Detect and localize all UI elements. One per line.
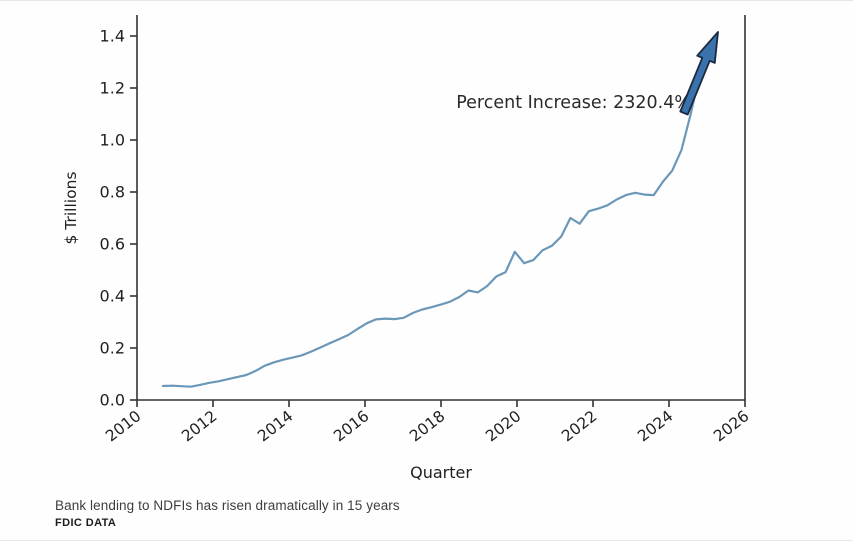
y-tick-label: 1.0 xyxy=(100,131,125,150)
x-axis-title: Quarter xyxy=(410,463,472,482)
x-tick-label: 2010 xyxy=(102,407,144,445)
ndfi-lending-line-chart: 0.0 0.2 0.4 0.6 0.8 1.0 1.2 1.4 2010 2012 2014 2016… xyxy=(62,15,752,482)
figure-caption: Bank lending to NDFIs has risen dramatic… xyxy=(55,497,400,529)
ndfi-lending-series-line xyxy=(161,71,702,388)
x-tick-label: 2014 xyxy=(254,407,296,445)
axes xyxy=(136,15,746,401)
y-tick-label: 0.2 xyxy=(100,339,125,358)
x-tick-label: 2018 xyxy=(406,407,448,445)
x-tick-label: 2016 xyxy=(330,407,372,445)
x-tick-label: 2012 xyxy=(178,407,220,445)
y-tick-label: 0.4 xyxy=(100,287,125,306)
x-tick-label: 2026 xyxy=(710,407,752,445)
x-axis: 2010 2012 2014 2016 2018 2020 2022 2024 2026 xyxy=(102,400,752,445)
y-tick-label: 0.8 xyxy=(100,183,125,202)
y-tick-label: 0.0 xyxy=(100,391,125,410)
y-axis-title: $ Trillions xyxy=(62,172,80,245)
x-tick-label: 2022 xyxy=(558,407,600,445)
x-tick-label: 2020 xyxy=(482,407,524,445)
y-tick-label: 0.6 xyxy=(100,235,125,254)
upward-trend-arrow-icon xyxy=(679,31,719,116)
caption-source: FDIC DATA xyxy=(55,517,117,529)
y-tick-label: 1.2 xyxy=(100,79,125,98)
percent-increase-annotation: Percent Increase: 2320.4% xyxy=(456,93,691,113)
y-tick-label: 1.4 xyxy=(100,27,125,46)
caption-title: Bank lending to NDFIs has risen dramatic… xyxy=(55,498,400,513)
x-tick-label: 2024 xyxy=(634,407,676,445)
y-axis: 0.0 0.2 0.4 0.6 0.8 1.0 1.2 1.4 xyxy=(100,27,137,410)
